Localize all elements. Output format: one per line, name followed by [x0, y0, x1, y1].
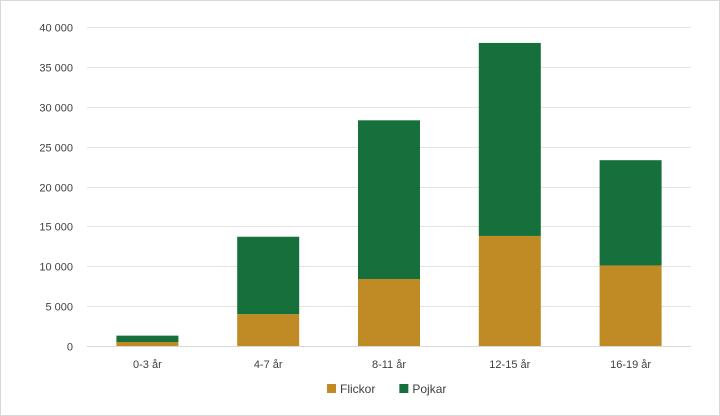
bar-flickor-2: [237, 314, 300, 346]
legend-label-pojkar: Pojkar: [412, 382, 446, 396]
bar-pojkar-5: [599, 160, 662, 266]
y-tick-label: 25 000: [39, 143, 73, 155]
bar-flickor-3: [358, 279, 420, 346]
x-tick-label: 0-3 år: [133, 359, 162, 371]
y-axis-ticks: 0 5 000 10 000 15 000 20 000 25 000 30 000 35 0…: [39, 23, 73, 354]
bar-flickor-4: [478, 235, 541, 346]
x-tick-label: 16-19 år: [610, 359, 651, 371]
legend-swatch-flickor: [327, 384, 336, 393]
y-tick-label: 40 000: [39, 23, 73, 35]
x-axis-ticks: 0-3 år 4-7 år 8-11 år 12-15 år 16-19 år: [133, 359, 651, 371]
bars: [116, 42, 662, 346]
bar-pojkar-2: [237, 236, 300, 315]
y-tick-label: 10 000: [39, 262, 73, 274]
y-tick-label: 30 000: [39, 103, 73, 115]
bar-pojkar-3: [358, 120, 420, 280]
bar-flickor-5: [599, 265, 662, 346]
x-tick-label: 4-7 år: [254, 359, 283, 371]
bar-pojkar-1: [116, 335, 179, 343]
x-tick-label: 8-11 år: [372, 359, 406, 371]
bar-flickor-1: [116, 342, 179, 346]
bar-pojkar-4: [478, 42, 541, 236]
x-tick-label: 12-15 år: [489, 359, 530, 371]
y-tick-label: 0: [67, 342, 73, 354]
y-tick-label: 35 000: [39, 63, 73, 75]
y-tick-label: 20 000: [39, 183, 73, 195]
y-tick-label: 5 000: [45, 302, 73, 314]
y-tick-label: 15 000: [39, 222, 73, 234]
legend-swatch-pojkar: [399, 384, 409, 393]
legend-label-flickor: Flickor: [340, 382, 375, 396]
legend: Flickor Pojkar: [327, 382, 446, 396]
